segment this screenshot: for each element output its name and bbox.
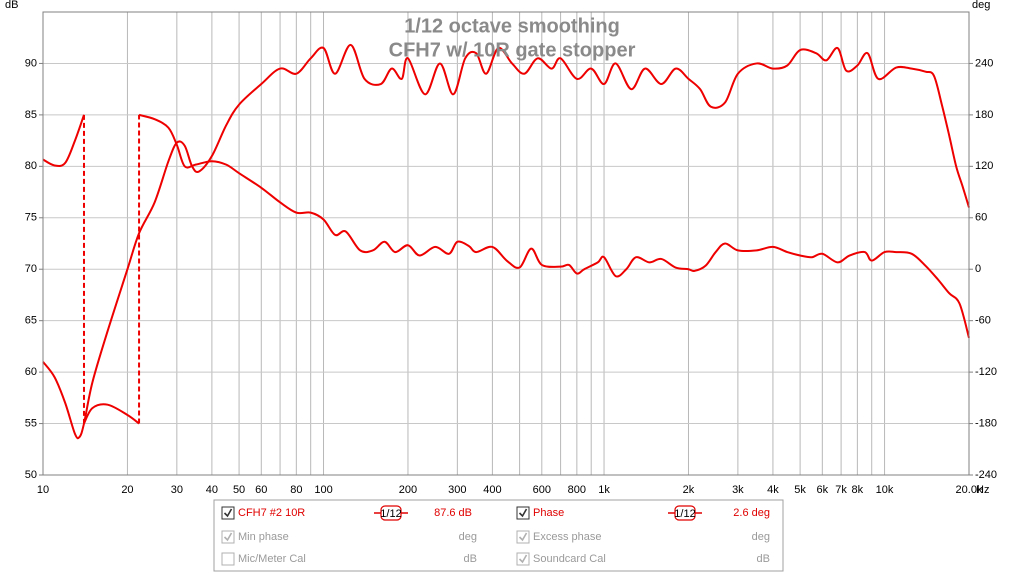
smoothing-icon[interactable]: [380, 505, 402, 521]
smoothing-label: 1/12: [674, 508, 695, 520]
smoothing-label: 1/12: [380, 508, 401, 520]
x-tick-label: 10: [37, 484, 49, 496]
x-tick-label: 4k: [767, 484, 779, 496]
x-tick-label: 60: [255, 484, 267, 496]
checkmark: [518, 508, 528, 518]
y2-tick-label: 240: [975, 57, 993, 69]
x-tick-label: 20.0k: [956, 484, 983, 496]
plot-lines: [42, 43, 970, 440]
y-tick-label: 60: [25, 366, 37, 378]
option-label: Soundcard Cal: [533, 553, 606, 565]
y-tick-label: 75: [25, 212, 37, 224]
legend-series-name: CFH7 #2 10R: [238, 507, 305, 519]
x-tick-label: 40: [206, 484, 218, 496]
legend-readout: 87.6 dB: [434, 507, 472, 519]
series-line: [42, 43, 970, 440]
checkbox[interactable]: [516, 506, 530, 520]
smoothing-icon[interactable]: [674, 505, 696, 521]
checkbox[interactable]: [221, 552, 235, 566]
option-label: Mic/Meter Cal: [238, 553, 306, 565]
x-tick-label: 30: [171, 484, 183, 496]
x-tick-label: 6k: [817, 484, 829, 496]
checkbox[interactable]: [516, 552, 530, 566]
y-tick-label: 55: [25, 417, 37, 429]
option-unit: dB: [464, 553, 477, 565]
x-tick-label: 7k: [835, 484, 847, 496]
checkmark: [223, 532, 233, 542]
x-tick-label: 20: [121, 484, 133, 496]
x-tick-label: 1k: [598, 484, 610, 496]
option-unit: deg: [752, 531, 770, 543]
x-tick-label: 600: [533, 484, 551, 496]
checkmark: [518, 532, 528, 542]
y2-tick-label: 180: [975, 109, 993, 121]
option-unit: deg: [459, 531, 477, 543]
series-line: [42, 113, 970, 425]
x-tick-label: 3k: [732, 484, 744, 496]
y-tick-label: 50: [25, 469, 37, 481]
x-tick-label: 400: [483, 484, 501, 496]
title-line: 1/12 octave smoothing: [404, 15, 620, 37]
checkmark: [518, 554, 528, 564]
x-tick-label: 300: [448, 484, 466, 496]
legend-readout: 2.6 deg: [733, 507, 770, 519]
x-tick-label: 2k: [683, 484, 695, 496]
y-tick-label: 90: [25, 57, 37, 69]
x-tick-label: 50: [233, 484, 245, 496]
checkmark: [223, 508, 233, 518]
x-axis-label: Hz: [976, 484, 989, 496]
x-tick-label: 100: [314, 484, 332, 496]
checkbox[interactable]: [221, 506, 235, 520]
y-tick-label: 80: [25, 160, 37, 172]
y2-tick-label: -60: [975, 315, 991, 327]
y2-tick-label: 120: [975, 160, 993, 172]
plot-frame: [42, 11, 970, 476]
x-tick-label: 800: [568, 484, 586, 496]
checkbox[interactable]: [221, 530, 235, 544]
x-tick-label: 8k: [852, 484, 864, 496]
option-label: Excess phase: [533, 531, 601, 543]
option-unit: dB: [757, 553, 770, 565]
y2-tick-label: 60: [975, 212, 987, 224]
x-tick-label: 200: [399, 484, 417, 496]
legend-panel: CFH7 #2 10R 1/12 87.6 dB Phase 1/12 2.6 deg Mi…: [213, 499, 784, 572]
y-tick-label: 85: [25, 109, 37, 121]
checkbox[interactable]: [516, 530, 530, 544]
y2-tick-label: -180: [975, 417, 997, 429]
x-tick-label: 5k: [794, 484, 806, 496]
y-tick-label: 65: [25, 315, 37, 327]
y2-tick-label: -240: [975, 469, 997, 481]
x-tick-label: 80: [290, 484, 302, 496]
y2-tick-label: -120: [975, 366, 997, 378]
option-label: Min phase: [238, 531, 289, 543]
y-axis-label: dB: [5, 0, 18, 11]
x-tick-label: 10k: [876, 484, 894, 496]
title-line: CFH7 w/ 10R gate stopper: [389, 39, 636, 61]
y2-axis-label: deg: [972, 0, 990, 11]
y2-tick-label: 0: [975, 263, 981, 275]
y-tick-label: 70: [25, 263, 37, 275]
legend-series-name: Phase: [533, 507, 564, 519]
